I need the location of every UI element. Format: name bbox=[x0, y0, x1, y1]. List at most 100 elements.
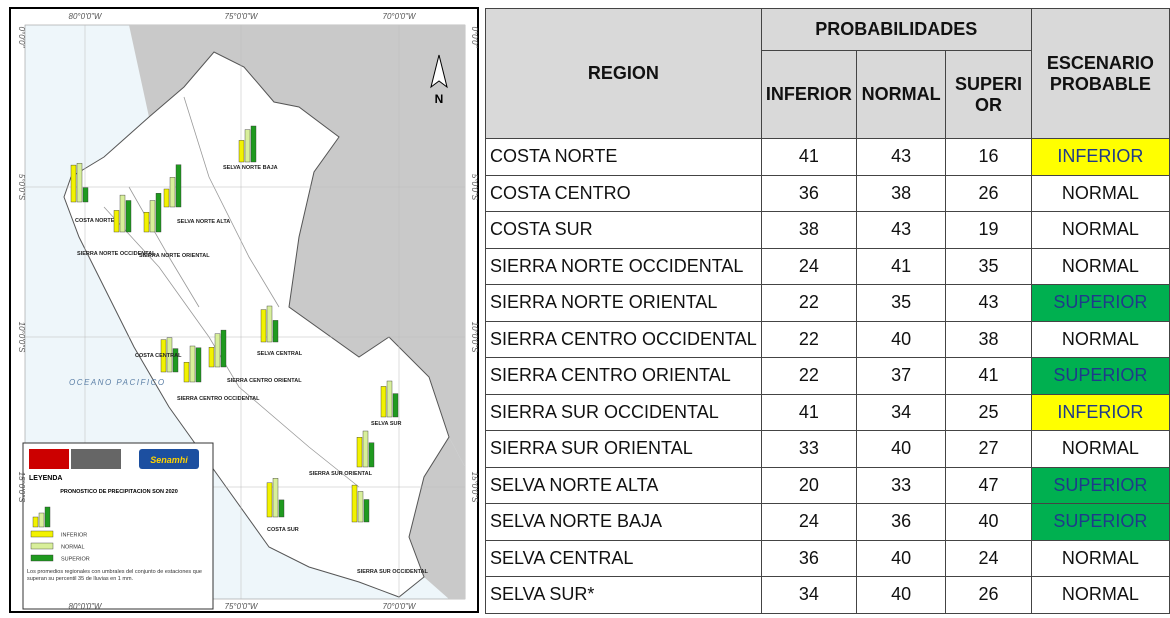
table-row: SELVA SUR* 34 40 26 NORMAL bbox=[485, 576, 1170, 614]
table-row: SIERRA CENTRO ORIENTAL 22 37 41 SUPERIOR bbox=[485, 357, 1170, 395]
lon-label: 75°0'0"W bbox=[225, 12, 259, 21]
region-bar bbox=[357, 491, 364, 523]
scenario-cell: NORMAL bbox=[1030, 211, 1170, 249]
legend-item: NORMAL bbox=[61, 545, 85, 551]
probability-cell: 34 bbox=[856, 393, 947, 431]
probability-cell: 38 bbox=[856, 174, 947, 212]
table-row: SELVA NORTE BAJA 24 36 40 SUPERIOR bbox=[485, 503, 1170, 541]
table-row: SELVA CENTRAL 36 40 24 NORMAL bbox=[485, 539, 1170, 577]
region-cell: SIERRA CENTRO OCCIDENTAL bbox=[485, 320, 762, 358]
scenario-cell: NORMAL bbox=[1030, 320, 1170, 358]
table-row: SIERRA NORTE OCCIDENTAL 24 41 35 NORMAL bbox=[485, 247, 1170, 285]
legend-box bbox=[22, 442, 214, 610]
probability-cell: 24 bbox=[760, 503, 858, 541]
region-bar bbox=[189, 345, 196, 383]
legend-note: Los promedios regionales con umbrales de… bbox=[27, 569, 202, 582]
region-bar bbox=[368, 442, 375, 468]
scenario-cell: SUPERIOR bbox=[1030, 357, 1170, 395]
region-bar bbox=[70, 164, 77, 203]
probability-cell: 34 bbox=[760, 576, 858, 614]
scenario-cell: SUPERIOR bbox=[1030, 503, 1170, 541]
region-cell: SELVA NORTE BAJA bbox=[485, 503, 762, 541]
region-bar bbox=[149, 200, 156, 233]
region-bar bbox=[351, 484, 358, 523]
probability-cell: 40 bbox=[856, 576, 947, 614]
region-bar bbox=[76, 163, 83, 203]
region-label: COSTA CENTRAL bbox=[135, 353, 182, 359]
region-cell: SELVA CENTRAL bbox=[485, 539, 762, 577]
region-cell: SIERRA SUR ORIENTAL bbox=[485, 430, 762, 468]
probability-cell: 26 bbox=[945, 576, 1032, 614]
region-bar bbox=[166, 337, 173, 373]
probability-cell: 47 bbox=[945, 466, 1032, 504]
region-bar bbox=[175, 164, 182, 208]
probability-cell: 19 bbox=[945, 211, 1032, 249]
region-label: COSTA NORTE bbox=[75, 218, 115, 224]
region-bar bbox=[356, 437, 363, 468]
table-row: COSTA SUR 38 43 19 NORMAL bbox=[485, 211, 1170, 249]
table-row: SIERRA SUR OCCIDENTAL 41 34 25 INFERIOR bbox=[485, 393, 1170, 431]
region-bar bbox=[169, 177, 176, 208]
ocean-label: OCEANO PACIFICO bbox=[69, 378, 166, 387]
probability-cell: 25 bbox=[945, 393, 1032, 431]
peru-outline bbox=[63, 51, 450, 598]
probability-cell: 26 bbox=[945, 174, 1032, 212]
probability-cell: 40 bbox=[856, 539, 947, 577]
region-bar bbox=[143, 211, 150, 233]
region-cell: COSTA SUR bbox=[485, 211, 762, 249]
region-bar bbox=[125, 200, 132, 233]
region-cell: COSTA NORTE bbox=[485, 138, 762, 176]
scenario-cell: SUPERIOR bbox=[1030, 466, 1170, 504]
lat-label: 10°0'0"S bbox=[470, 322, 479, 353]
header-group: PROBABILIDADES bbox=[760, 8, 1032, 51]
region-bar bbox=[244, 129, 251, 163]
region-bar bbox=[380, 386, 387, 418]
region-bar bbox=[392, 393, 399, 418]
region-bar bbox=[238, 140, 245, 163]
lon-label: 80°0'0"W bbox=[69, 602, 103, 611]
legend-subtitle: PRONOSTICO DE PRECIPITACION SON 2020 bbox=[60, 489, 178, 495]
table-row: COSTA NORTE 41 43 16 INFERIOR bbox=[485, 138, 1170, 176]
region-cell: COSTA CENTRO bbox=[485, 174, 762, 212]
region-bar bbox=[208, 347, 215, 368]
region-label: SIERRA SUR OCCIDENTAL bbox=[357, 569, 429, 575]
lat-label: 15°0'0"S bbox=[17, 472, 26, 503]
header-col: SUPERIOR bbox=[945, 50, 1032, 139]
neighbor-countries bbox=[25, 25, 465, 467]
probability-cell: 40 bbox=[856, 430, 947, 468]
region-bar bbox=[214, 333, 221, 368]
probability-cell: 36 bbox=[856, 503, 947, 541]
lat-label: 0°0'0" bbox=[17, 27, 26, 49]
region-cell: SIERRA NORTE ORIENTAL bbox=[485, 284, 762, 322]
table-row: SIERRA SUR ORIENTAL 33 40 27 NORMAL bbox=[485, 430, 1170, 468]
probability-cell: 40 bbox=[945, 503, 1032, 541]
region-cell: SELVA NORTE ALTA bbox=[485, 466, 762, 504]
region-label: SIERRA CENTRO ORIENTAL bbox=[227, 378, 302, 384]
lat-label: 10°0'0"S bbox=[17, 322, 26, 353]
probability-cell: 33 bbox=[856, 466, 947, 504]
legend-swatch bbox=[30, 554, 54, 562]
probability-cell: 35 bbox=[945, 247, 1032, 285]
probability-cell: 22 bbox=[760, 357, 858, 395]
legend-swatch bbox=[30, 542, 54, 550]
region-label: SIERRA SUR ORIENTAL bbox=[309, 471, 373, 477]
region-bar bbox=[266, 482, 273, 518]
region-bar bbox=[160, 339, 167, 373]
region-bar bbox=[266, 305, 273, 343]
region-bar bbox=[363, 499, 370, 523]
neighbor-countries bbox=[409, 437, 465, 599]
lat-label: 5°0'0"S bbox=[17, 174, 26, 201]
legend-sample-bar bbox=[32, 516, 39, 528]
table-row: SIERRA CENTRO OCCIDENTAL 22 40 38 NORMAL bbox=[485, 320, 1170, 358]
legend-item: INFERIOR bbox=[61, 533, 87, 539]
region-bar bbox=[113, 210, 120, 233]
region-bar bbox=[272, 320, 279, 343]
probability-cell: 33 bbox=[760, 430, 858, 468]
probability-cell: 35 bbox=[856, 284, 947, 322]
header-region: REGION bbox=[485, 8, 762, 139]
table-row: COSTA CENTRO 36 38 26 NORMAL bbox=[485, 174, 1170, 212]
region-bar bbox=[183, 362, 190, 383]
lat-label: 15°0'0"S bbox=[470, 472, 479, 503]
probability-cell: 43 bbox=[856, 138, 947, 176]
lat-label: 5°0'0"S bbox=[470, 174, 479, 201]
